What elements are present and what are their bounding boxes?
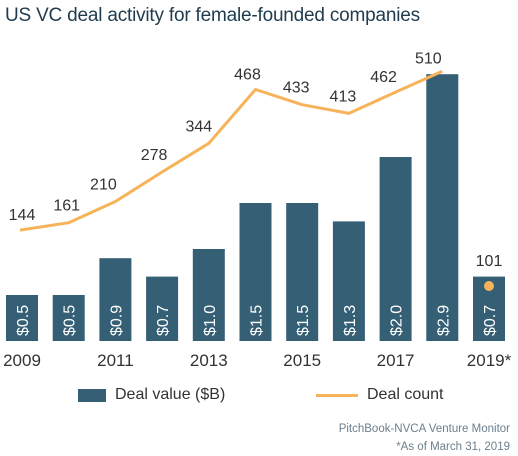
line-layer bbox=[19, 69, 494, 291]
deal-count-label: 433 bbox=[283, 80, 310, 97]
footnote-line: *As of March 31, 2019 bbox=[396, 441, 510, 453]
x-axis-ticks: 2009 2011 2013 2015 2017 2019* bbox=[3, 351, 512, 370]
x-tick-label: 2015 bbox=[283, 351, 321, 370]
bar-value-label: $0.9 bbox=[108, 305, 125, 336]
deal-count-label: 413 bbox=[330, 88, 357, 105]
deal-count-label: 278 bbox=[141, 147, 168, 164]
bar-2009 bbox=[6, 295, 38, 341]
bar-value-label: $2.9 bbox=[435, 305, 452, 336]
bar-2014 bbox=[239, 203, 272, 341]
bar-value-label: $0.5 bbox=[15, 305, 32, 336]
legend-label-deal-value: Deal value ($B) bbox=[115, 386, 226, 403]
bars-layer bbox=[6, 74, 505, 341]
x-tick-label: 2017 bbox=[377, 351, 415, 370]
bar-value-label: $0.5 bbox=[62, 305, 79, 336]
bar-2013 bbox=[192, 249, 225, 341]
bar-value-label: $1.0 bbox=[202, 305, 219, 336]
deal-count-line bbox=[19, 69, 443, 232]
bar-value-label: $1.5 bbox=[249, 305, 266, 336]
deal-count-label: 462 bbox=[370, 69, 397, 86]
bar-2015 bbox=[286, 203, 319, 341]
bar-value-label: $0.7 bbox=[482, 305, 499, 336]
legend-item-deal-count: Deal count bbox=[316, 382, 444, 408]
legend-swatch-bar bbox=[78, 388, 106, 402]
deal-count-label: 210 bbox=[90, 177, 117, 194]
x-tick-label: 2013 bbox=[190, 351, 228, 370]
count-labels-layer: 144 161 210 278 344 468 433 413 462 510 101 bbox=[9, 50, 503, 270]
bar-2012 bbox=[146, 276, 179, 341]
source-line: PitchBook-NVCA Venture Monitor bbox=[338, 423, 510, 435]
deal-count-label: 344 bbox=[185, 118, 212, 135]
bar-value-label: $1.5 bbox=[295, 305, 312, 336]
legend-item-deal-value: Deal value ($B) bbox=[78, 382, 225, 408]
bar-value-label: $0.7 bbox=[155, 305, 172, 336]
bar-labels-layer: $0.5 $0.5 $0.9 $0.7 $1.0 $1.5 $1.5 $1.3 $2.0 $2.9… bbox=[15, 305, 499, 336]
deal-count-label: 510 bbox=[415, 50, 442, 67]
deal-count-label: 468 bbox=[234, 67, 261, 84]
legend-label-deal-count: Deal count bbox=[367, 386, 444, 403]
bar-value-label: $1.3 bbox=[342, 305, 359, 336]
bar-2011 bbox=[99, 258, 132, 341]
bar-2017 bbox=[379, 157, 412, 341]
legend-swatch-line bbox=[316, 393, 358, 397]
source-note: PitchBook-NVCA Venture Monitor *As of Ma… bbox=[339, 420, 510, 456]
x-tick-label: 2009 bbox=[3, 351, 41, 370]
bar-2018 bbox=[426, 74, 459, 341]
bar-2010 bbox=[52, 295, 85, 341]
bar-value-label: $2.0 bbox=[389, 305, 406, 336]
x-tick-label: 2011 bbox=[97, 351, 134, 370]
x-tick-label: 2019* bbox=[467, 351, 512, 370]
deal-count-label: 161 bbox=[53, 198, 80, 215]
deal-count-label: 101 bbox=[476, 253, 503, 270]
chart-title: US VC deal activity for female-founded c… bbox=[5, 5, 420, 26]
deal-count-point-2019* bbox=[484, 281, 494, 291]
bar-2016 bbox=[332, 221, 365, 341]
deal-count-label: 144 bbox=[9, 207, 36, 224]
legend: Deal value ($B) Deal count bbox=[0, 382, 518, 408]
